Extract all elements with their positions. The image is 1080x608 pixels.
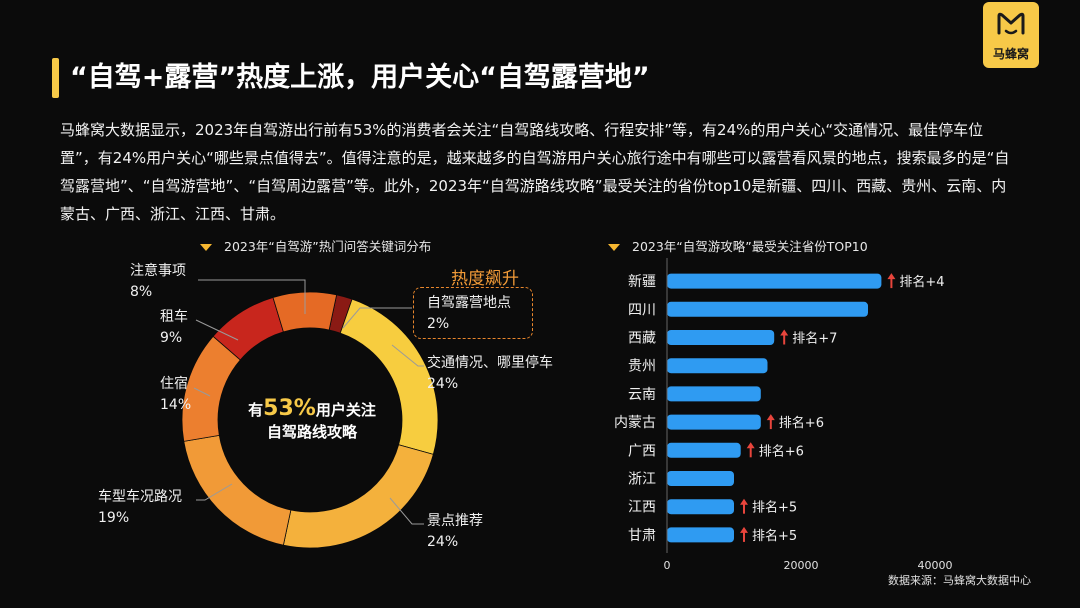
bar: [667, 414, 761, 430]
pie-label-name: 交通情况、哪里停车: [427, 355, 553, 371]
triangle-bullet-icon: [608, 244, 620, 251]
pie-label-name: 景点推荐: [427, 513, 483, 529]
pie-label-rental: 租车 9%: [160, 307, 188, 349]
highlight-box: [413, 287, 533, 339]
pie-slice: [282, 444, 434, 549]
logo-mark-icon: [997, 12, 1025, 35]
bar-category-label: 西藏: [628, 331, 656, 347]
pie-label-camping: 自驾露营地点 2%: [427, 293, 511, 335]
bar: [667, 358, 768, 374]
x-tick-label: 20000: [784, 559, 819, 570]
page-title: “自驾+露营”热度上涨，用户关心“自驾露营地”: [70, 62, 650, 93]
center-line2: 自驾路线攻略: [266, 423, 357, 441]
pie-label-value: 2%: [427, 316, 450, 332]
triangle-bullet-icon: [200, 244, 212, 251]
bar: [667, 301, 868, 317]
bar-category-label: 云南: [628, 387, 656, 403]
pie-label-value: 19%: [98, 510, 130, 526]
pie-label-value: 8%: [130, 284, 153, 300]
bar-category-label: 广西: [628, 443, 656, 459]
data-source: 数据来源：马蜂窝大数据中心: [888, 574, 1031, 587]
pie-label-value: 24%: [427, 534, 459, 550]
pie-chart-title: 2023年“自驾游”热门问答关键词分布: [200, 236, 431, 255]
bar: [667, 442, 741, 458]
bar-category-label: 江西: [628, 500, 656, 516]
bar: [667, 499, 734, 515]
pie-label-vehicle: 车型车况路况 19%: [98, 487, 182, 529]
pie-label-value: 9%: [160, 330, 183, 346]
bar-category-label: 浙江: [628, 472, 656, 488]
rank-up-arrow-icon: [740, 526, 748, 542]
bar-category-label: 四川: [628, 302, 656, 318]
pie-slice: [183, 434, 292, 546]
pie-chart-title-text: 2023年“自驾游”热门问答关键词分布: [224, 239, 432, 254]
rank-change-label: 排名+6: [779, 415, 824, 431]
mafengwo-logo: 马蜂窝: [983, 2, 1039, 68]
center-suffix: 用户关注: [315, 401, 376, 419]
rank-up-arrow-icon: [740, 498, 748, 514]
pie-label-name: 住宿: [160, 376, 188, 392]
pie-label-lodging: 住宿 14%: [160, 374, 191, 416]
logo-text: 马蜂窝: [992, 47, 1029, 61]
rank-change-label: 排名+4: [899, 274, 944, 290]
pie-label-value: 14%: [160, 397, 192, 413]
pie-slice: [272, 291, 338, 333]
bar-category-label: 内蒙古: [614, 415, 656, 431]
pie-label-notes: 注意事项 8%: [130, 261, 186, 303]
rank-up-arrow-icon: [887, 273, 896, 289]
pie-label-traffic: 交通情况、哪里停车 24%: [427, 353, 553, 395]
pie-label-value: 24%: [427, 376, 459, 392]
donut-center-text: 有53%用户关注 自驾路线攻略: [232, 398, 392, 443]
x-tick-label: 40000: [918, 559, 953, 570]
bar: [667, 527, 734, 543]
pie-label-scenic: 景点推荐 24%: [427, 511, 483, 553]
center-value: 53%: [263, 396, 316, 421]
rank-change-label: 排名+6: [759, 443, 804, 459]
rank-change-label: 排名+5: [752, 528, 797, 544]
pie-label-name: 租车: [160, 309, 188, 325]
center-prefix: 有: [248, 401, 264, 419]
bar: [667, 330, 775, 345]
description-paragraph: 马蜂窝大数据显示，2023年自驾游出行前有53%的消费者会关注“自驾路线攻略、行…: [60, 121, 1010, 223]
bar-category-label: 贵州: [628, 359, 656, 375]
bar-chart-title-text: 2023年“自驾游攻略”最受关注省份TOP10: [632, 239, 868, 254]
bar-category-label: 新疆: [628, 274, 656, 290]
pie-label-name: 注意事项: [130, 263, 186, 279]
bar: [667, 471, 734, 486]
bar-chart-title: 2023年“自驾游攻略”最受关注省份TOP10: [608, 236, 868, 255]
bar: [667, 273, 882, 289]
pie-label-name: 车型车况路况: [98, 489, 182, 505]
pie-label-name: 自驾露营地点: [427, 295, 511, 311]
highlight-label: 热度飙升: [451, 269, 519, 289]
rank-change-label: 排名+5: [752, 500, 797, 516]
rank-up-arrow-icon: [780, 329, 789, 345]
bar: [667, 386, 761, 402]
rank-up-arrow-icon: [766, 414, 775, 430]
rank-up-arrow-icon: [746, 442, 755, 458]
rank-change-label: 排名+7: [792, 331, 837, 347]
bar-category-label: 甘肃: [628, 528, 656, 544]
x-tick-label: 0: [664, 559, 671, 570]
title-accent-bar: [52, 58, 59, 98]
